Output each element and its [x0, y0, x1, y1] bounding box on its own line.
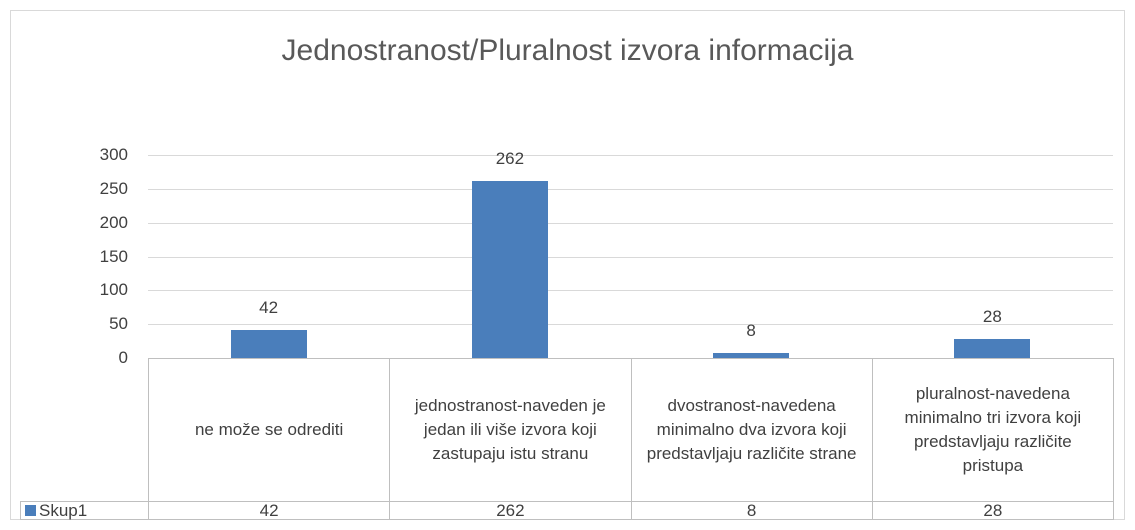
bar — [471, 180, 548, 358]
y-tick-label: 150 — [99, 246, 128, 266]
bar — [954, 339, 1031, 358]
data-label: 28 — [982, 307, 1002, 327]
x-tick-label: dvostranost-navedena minimalno dva izvor… — [630, 358, 873, 502]
x-tick-label: ne može se odrediti — [148, 358, 391, 502]
table-value: 8 — [630, 501, 873, 520]
grid-line — [148, 155, 1113, 156]
data-label: 42 — [259, 297, 279, 317]
data-label: 262 — [495, 148, 525, 168]
table-value: 262 — [389, 501, 632, 520]
bar — [713, 352, 790, 358]
y-tick-label: 200 — [99, 212, 128, 232]
table-value: 42 — [148, 501, 391, 520]
x-tick-label: jednostranost-naveden je jedan ili više … — [389, 358, 632, 502]
grid-line — [148, 290, 1113, 292]
grid-line — [148, 188, 1113, 190]
y-tick-label: 0 — [118, 348, 128, 367]
y-tick-label: 50 — [109, 314, 128, 334]
data-label: 8 — [746, 320, 756, 340]
legend-label: Skup1 — [39, 500, 88, 520]
chart-title: Jednostranost/Pluralnost izvora informac… — [281, 34, 854, 67]
grid-line — [148, 256, 1113, 258]
grid-line — [148, 324, 1113, 326]
legend-swatch — [25, 505, 36, 516]
y-tick-label: 250 — [99, 178, 128, 198]
y-tick-label: 100 — [99, 280, 128, 300]
x-tick-label: pluralnost-navedena minimalno tri izvora… — [871, 358, 1114, 502]
y-tick-label: 300 — [99, 145, 128, 164]
table-value: 28 — [871, 501, 1114, 520]
grid-line — [148, 222, 1113, 224]
legend-cell: Skup1 — [20, 501, 149, 520]
bar — [230, 329, 307, 358]
